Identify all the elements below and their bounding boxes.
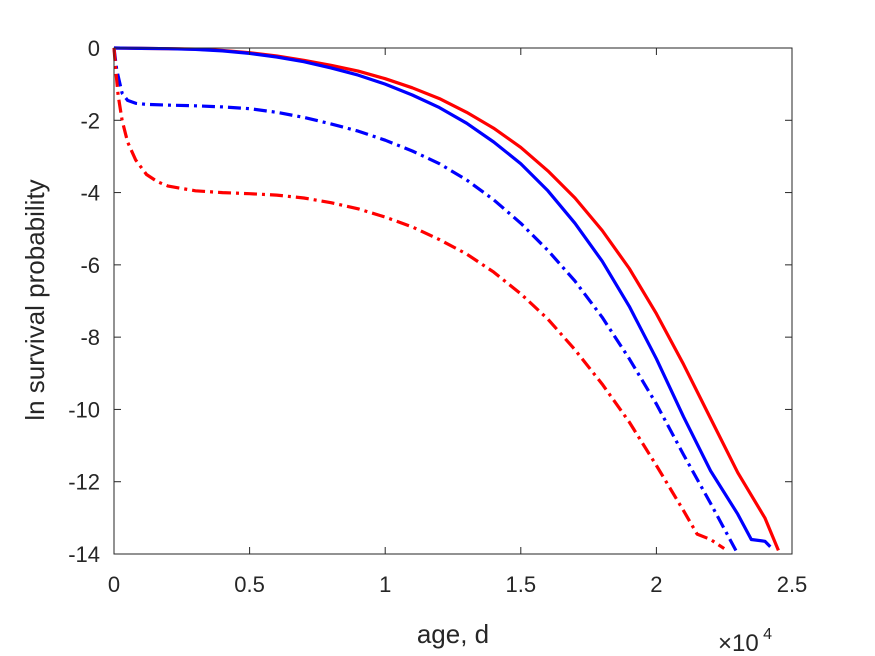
x-tick-label: 0 bbox=[108, 572, 120, 597]
plot-lines bbox=[112, 46, 780, 555]
x-axis-exponent-base: ×10 bbox=[718, 630, 759, 656]
x-axis-label: age, d bbox=[417, 619, 489, 649]
y-tick-label: -12 bbox=[68, 470, 100, 495]
y-tick-label: -6 bbox=[80, 253, 100, 278]
y-tick-label: -2 bbox=[80, 108, 100, 133]
x-tick-label: 0.5 bbox=[234, 572, 265, 597]
axes bbox=[113, 47, 793, 555]
x-axis-exponent: ×10 4 bbox=[718, 626, 772, 656]
y-tick-label: -10 bbox=[68, 397, 100, 422]
y-tick-label: -8 bbox=[80, 325, 100, 350]
y-tick-labels: 0 -2 -4 -6 -8 -10 -12 -14 bbox=[68, 36, 100, 567]
x-tick-label: 2.5 bbox=[777, 572, 808, 597]
x-tick-label: 1 bbox=[379, 572, 391, 597]
x-tick-labels: 0 0.5 1 1.5 2 2.5 bbox=[108, 572, 807, 597]
y-tick-label: -14 bbox=[68, 542, 100, 567]
series-line-4 bbox=[112, 47, 726, 550]
series-line-3 bbox=[112, 47, 740, 555]
x-axis-exponent-power: 4 bbox=[763, 626, 772, 643]
y-tick-label: -4 bbox=[80, 181, 100, 206]
series-line-2 bbox=[113, 46, 772, 548]
y-tick-label: 0 bbox=[88, 36, 100, 61]
axes-box bbox=[113, 47, 793, 555]
x-tick-label: 2 bbox=[650, 572, 662, 597]
x-tick-label: 1.5 bbox=[506, 572, 537, 597]
y-axis-label: ln survival probability bbox=[20, 179, 50, 420]
